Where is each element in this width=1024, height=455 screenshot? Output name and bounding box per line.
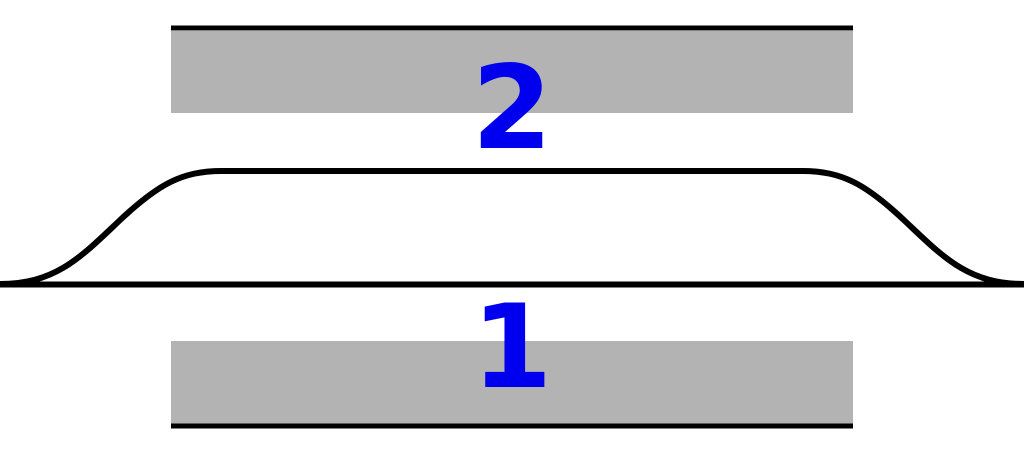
bump-curve (0, 168, 1024, 287)
lower-plate (171, 341, 853, 425)
label-lower: 1 (472, 280, 553, 415)
label-upper: 2 (472, 41, 553, 176)
upper-plate (171, 31, 853, 113)
